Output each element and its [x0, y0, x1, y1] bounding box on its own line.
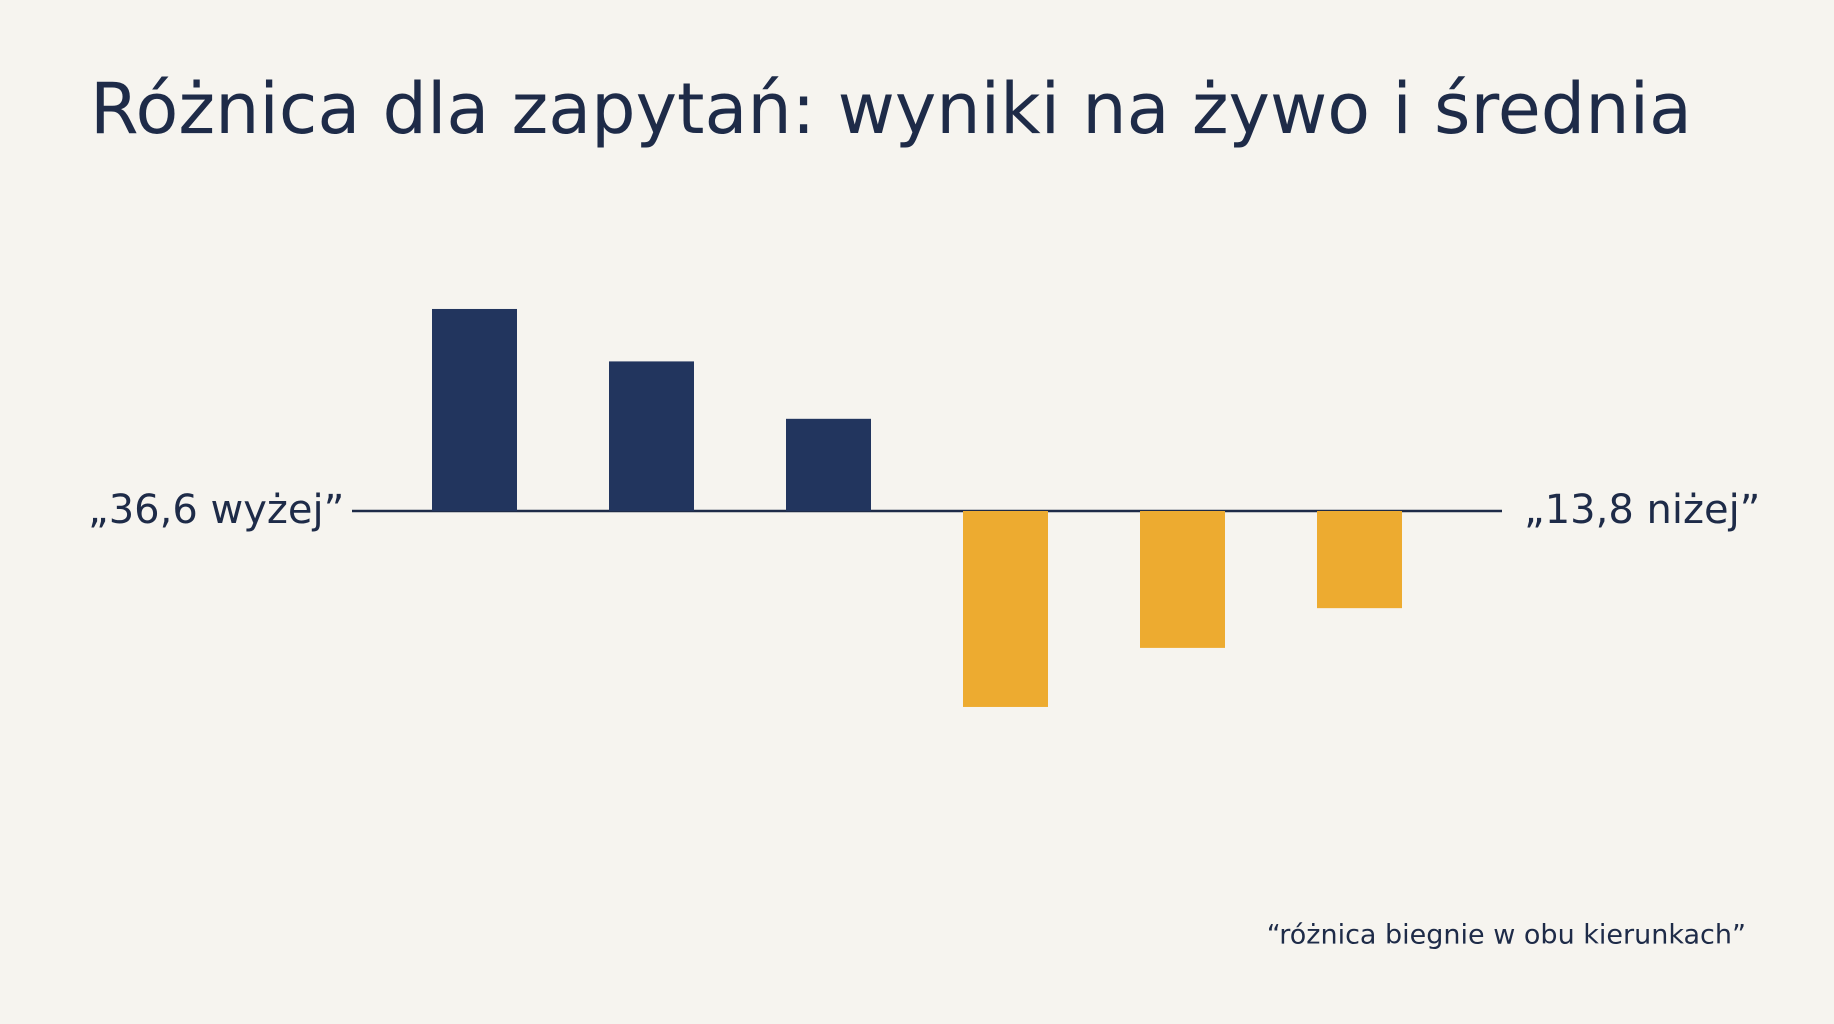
bar — [963, 511, 1048, 707]
bar — [1317, 511, 1402, 609]
bar — [432, 308, 517, 511]
right-annotation: „13,8 niżej” — [1524, 487, 1760, 533]
bar — [1140, 511, 1225, 648]
bar — [609, 361, 694, 511]
left-annotation: „36,6 wyżej” — [88, 487, 344, 533]
bar — [786, 418, 871, 511]
chart-title: Różnica dla zapytań: wyniki na żywo i śr… — [90, 68, 1692, 150]
note: “różnica biegnie w obu kierunkach” — [1267, 920, 1746, 951]
